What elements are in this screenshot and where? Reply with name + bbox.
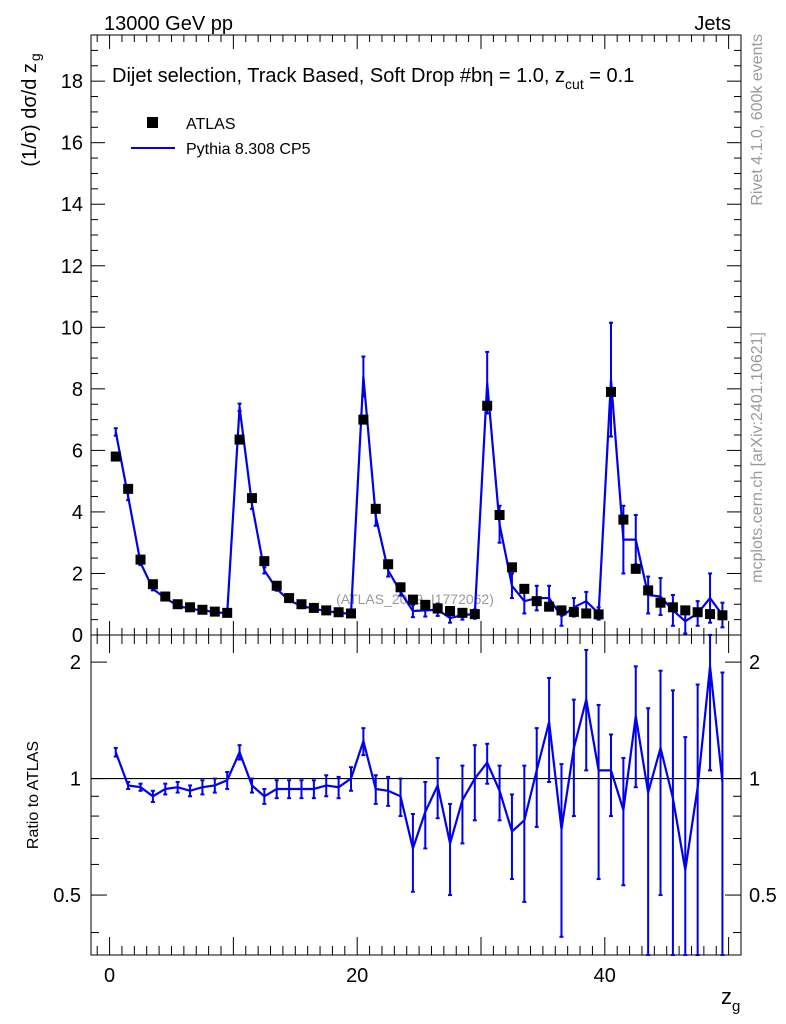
ratio-ylabel: Ratio to ATLAS	[25, 741, 42, 849]
atlas-data-point	[234, 434, 245, 445]
atlas-data-point	[581, 608, 592, 619]
atlas-data-point	[531, 596, 542, 607]
y-tick-label: 10	[61, 317, 83, 339]
ratio-tick-label-right: 1	[749, 769, 760, 791]
ratio-tick-label-right: 2	[749, 652, 760, 674]
y-tick-label: 18	[61, 71, 83, 93]
y-tick-label: 16	[61, 133, 83, 155]
atlas-data-point	[160, 591, 171, 602]
main-data-series	[110, 321, 728, 635]
atlas-data-point	[457, 607, 468, 618]
ratio-axis-ticks: 0.5 0.5 1 1 2 2	[53, 652, 777, 934]
y-tick-label: 8	[72, 379, 83, 401]
x-tick-label: 40	[594, 965, 616, 987]
ratio-tick-label-right: 0.5	[749, 885, 777, 907]
atlas-data-point	[630, 563, 641, 574]
atlas-data-point	[308, 602, 319, 613]
atlas-data-point	[544, 601, 555, 612]
atlas-data-point	[432, 603, 443, 614]
ratio-data-series	[113, 634, 725, 956]
atlas-data-point	[667, 602, 678, 613]
ratio-tick-label-left: 2	[70, 652, 81, 674]
atlas-data-point	[407, 594, 418, 605]
ratio-series-line	[114, 666, 724, 871]
x-tick-label: 20	[346, 965, 368, 987]
atlas-data-point	[692, 607, 703, 618]
legend-data-marker	[147, 117, 158, 128]
y-tick-label: 4	[72, 502, 83, 524]
atlas-data-point	[321, 605, 332, 616]
y-tick-label: 2	[72, 563, 83, 585]
atlas-data-point	[643, 585, 654, 596]
ratio-panel-frame	[90, 634, 742, 956]
atlas-data-point	[618, 514, 629, 525]
atlas-data-point	[494, 510, 505, 520]
atlas-data-point	[147, 579, 158, 590]
atlas-data-point	[110, 451, 121, 462]
mc-series-line	[114, 376, 724, 623]
y-tick-label: 6	[72, 440, 83, 462]
atlas-data-point	[358, 414, 369, 425]
atlas-data-point	[246, 493, 257, 504]
mcplots-label: mcplots.cern.ch [arXiv:2401.10621]	[749, 332, 766, 583]
atlas-data-point	[655, 597, 666, 608]
atlas-data-point	[383, 559, 394, 570]
atlas-data-point	[172, 599, 183, 610]
atlas-data-point	[271, 580, 282, 591]
x-axis-label: zg	[721, 984, 740, 1015]
atlas-data-point	[705, 609, 716, 620]
y-tick-label: 0	[72, 625, 83, 647]
main-ylabel: (1/σ) dσ/d zg	[19, 53, 43, 166]
x-tick-label: 0	[104, 965, 115, 987]
legend: ATLAS Pythia 8.308 CP5	[131, 116, 311, 158]
atlas-data-point	[222, 607, 233, 618]
atlas-data-point	[469, 609, 480, 620]
atlas-data-point	[370, 503, 381, 514]
atlas-data-point	[593, 609, 604, 620]
atlas-data-point	[482, 400, 493, 411]
legend-mc-label: Pythia 8.308 CP5	[186, 141, 311, 158]
atlas-data-point	[717, 610, 728, 621]
y-tick-label: 12	[61, 256, 83, 278]
atlas-data-point	[123, 483, 134, 494]
atlas-data-point	[346, 608, 356, 619]
energy-label: 13000 GeV pp	[104, 13, 233, 35]
atlas-data-point	[333, 607, 344, 618]
atlas-data-point	[680, 605, 691, 616]
atlas-data-point	[556, 605, 567, 616]
atlas-data-point	[259, 556, 270, 567]
atlas-data-point	[209, 606, 220, 617]
atlas-data-point	[135, 554, 146, 565]
atlas-data-point	[445, 606, 456, 616]
atlas-data-point	[420, 599, 431, 610]
atlas-data-point	[606, 386, 616, 397]
ratio-tick-label-left: 1	[70, 769, 81, 791]
atlas-data-point	[506, 562, 517, 573]
atlas-data-point	[185, 602, 196, 613]
atlas-data-point	[296, 599, 307, 610]
y-tick-label: 14	[61, 194, 83, 216]
atlas-data-point	[197, 604, 208, 615]
atlas-data-point	[568, 606, 579, 617]
atlas-data-point	[519, 583, 530, 594]
ratio-tick-label-left: 0.5	[53, 885, 81, 907]
process-label: Jets	[694, 13, 731, 35]
chart-title: Dijet selection, Track Based, Soft Drop …	[112, 65, 634, 92]
atlas-data-point	[395, 582, 406, 593]
atlas-data-point	[284, 593, 295, 604]
rivet-label: Rivet 4.1.0, 600k events	[749, 34, 766, 206]
legend-data-label: ATLAS	[186, 116, 236, 133]
